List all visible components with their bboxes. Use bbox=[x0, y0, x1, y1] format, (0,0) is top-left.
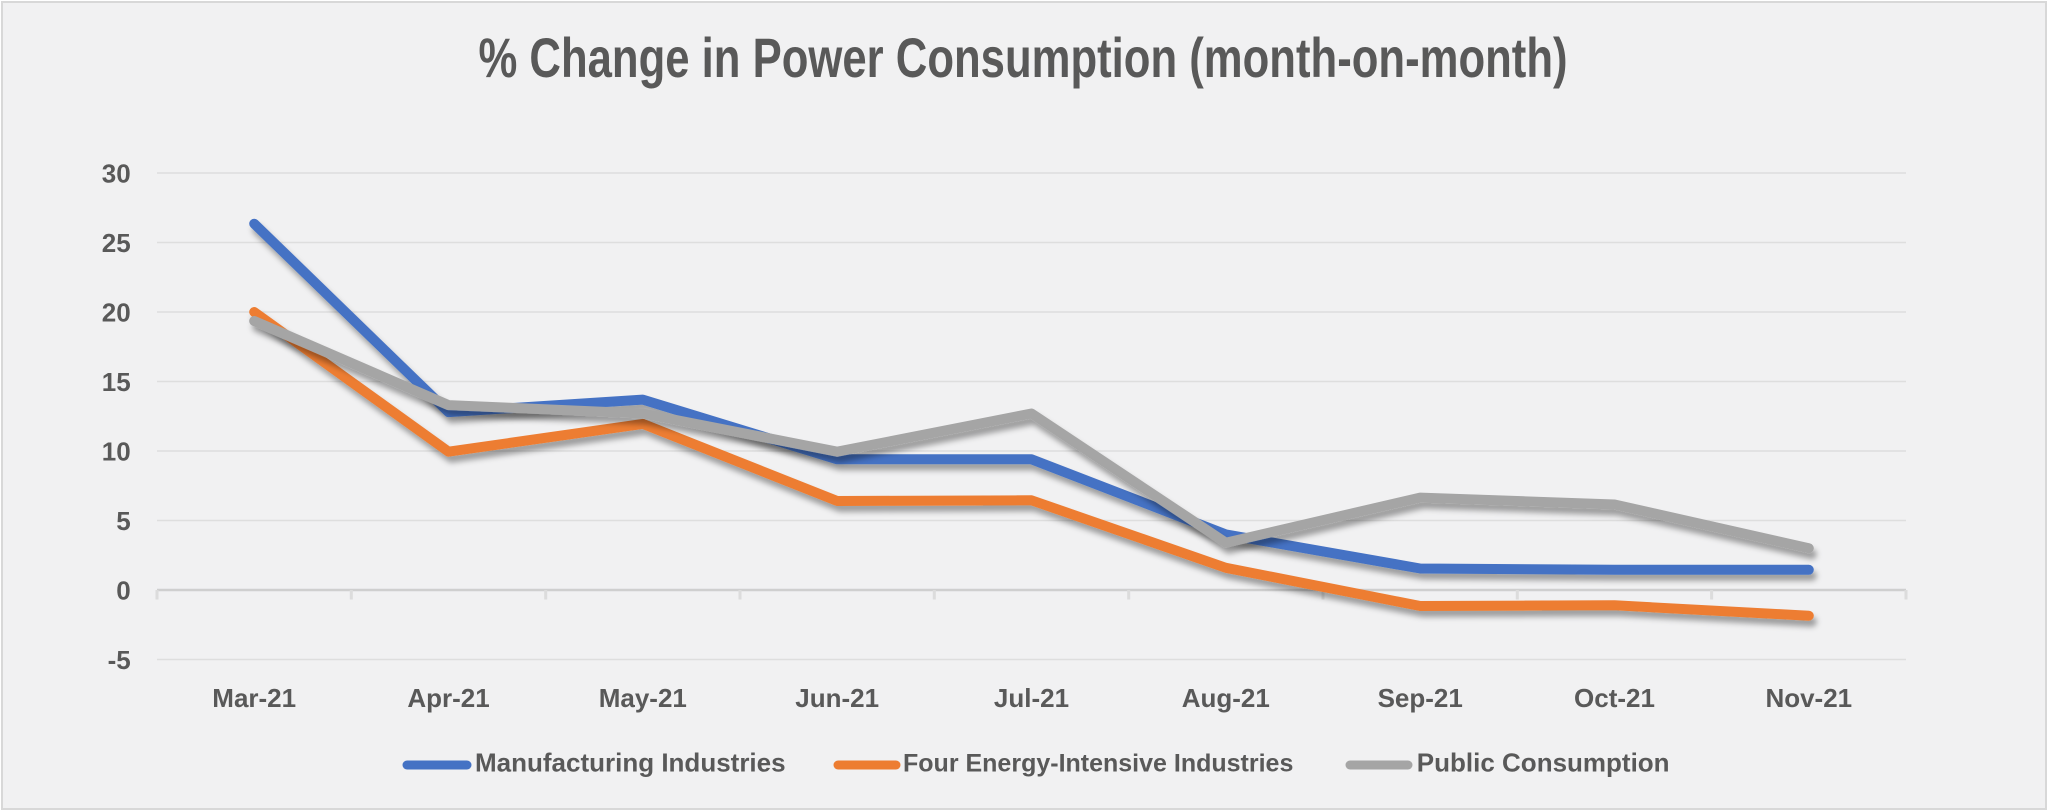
svg-text:5: 5 bbox=[116, 506, 130, 536]
svg-text:Public Consumption: Public Consumption bbox=[1417, 748, 1670, 778]
svg-text:% Change in Power Consumption: % Change in Power Consumption (month-on-… bbox=[478, 27, 1567, 89]
svg-text:Mar-21: Mar-21 bbox=[212, 683, 296, 713]
svg-text:Sep-21: Sep-21 bbox=[1378, 683, 1463, 713]
svg-text:30: 30 bbox=[102, 159, 131, 189]
svg-text:Aug-21: Aug-21 bbox=[1182, 683, 1270, 713]
svg-text:25: 25 bbox=[102, 228, 131, 258]
svg-text:10: 10 bbox=[102, 437, 131, 467]
svg-text:Manufacturing Industries: Manufacturing Industries bbox=[475, 748, 786, 778]
svg-text:Jul-21: Jul-21 bbox=[994, 683, 1069, 713]
svg-text:20: 20 bbox=[102, 298, 131, 328]
svg-text:15: 15 bbox=[102, 367, 131, 397]
svg-text:Apr-21: Apr-21 bbox=[407, 683, 489, 713]
svg-text:May-21: May-21 bbox=[599, 683, 687, 713]
svg-text:Oct-21: Oct-21 bbox=[1574, 683, 1655, 713]
svg-text:Jun-21: Jun-21 bbox=[795, 683, 879, 713]
svg-text:-5: -5 bbox=[108, 645, 131, 675]
svg-text:Four Energy-Intensive Industri: Four Energy-Intensive Industries bbox=[903, 750, 1293, 778]
svg-text:0: 0 bbox=[116, 576, 130, 606]
svg-text:Nov-21: Nov-21 bbox=[1765, 683, 1852, 713]
